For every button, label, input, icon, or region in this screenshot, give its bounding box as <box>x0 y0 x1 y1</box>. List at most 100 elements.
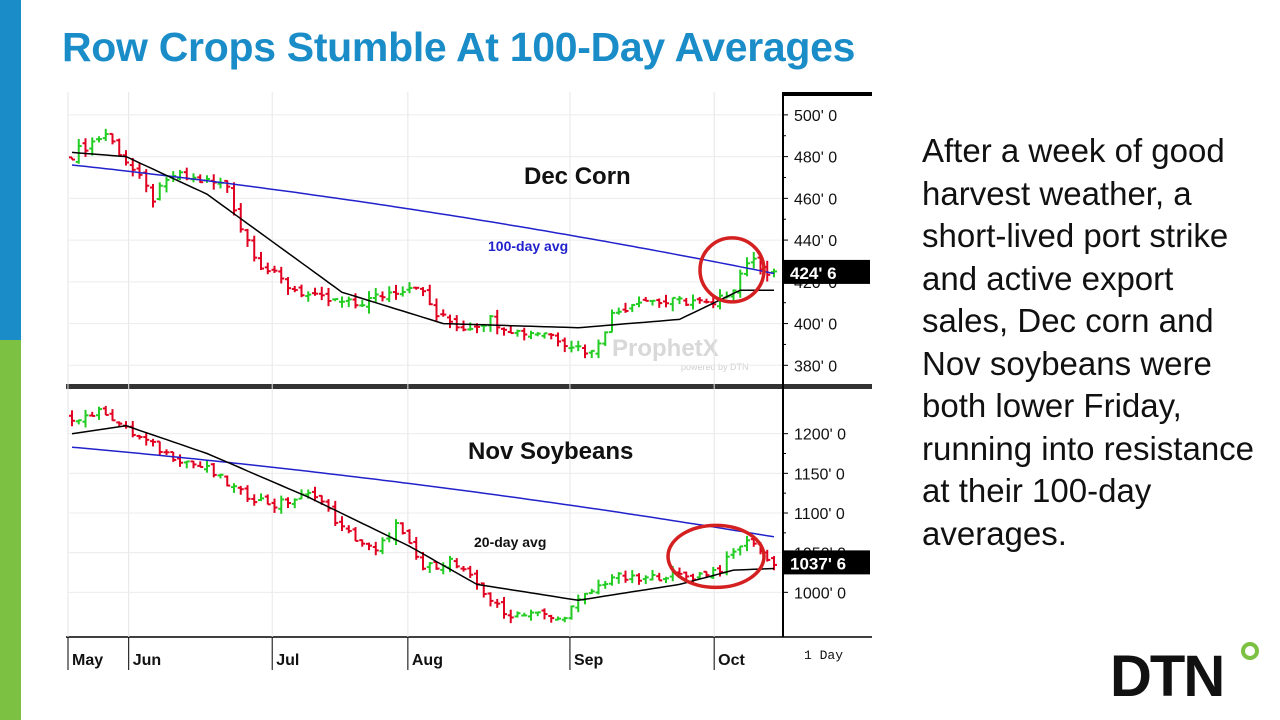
chart-background <box>66 92 872 672</box>
price-bar <box>494 598 501 608</box>
dtn-logo-mark <box>1241 642 1259 660</box>
price-bar <box>548 614 555 623</box>
price-bar <box>615 307 622 315</box>
last-price-flag: 1037' 6 <box>784 550 870 575</box>
price-bar <box>393 284 399 300</box>
price-bar <box>568 340 575 353</box>
price-bar <box>197 174 204 184</box>
price-bar <box>129 157 136 177</box>
price-bar <box>717 565 723 577</box>
price-bar <box>683 571 690 580</box>
price-bar <box>602 580 609 589</box>
price-bar <box>710 296 717 309</box>
price-bar <box>69 156 75 161</box>
price-bar <box>555 332 561 347</box>
price-bar <box>177 169 183 181</box>
price-bar <box>116 421 123 427</box>
price-bar <box>190 460 197 469</box>
price-bar <box>366 291 372 314</box>
price-bar <box>163 176 170 193</box>
price-bar <box>744 257 750 277</box>
ma20-label: 20-day avg <box>474 534 546 550</box>
price-bar <box>224 475 231 487</box>
price-bar <box>82 409 89 428</box>
y-tick-label: 1150' 0 <box>794 466 845 483</box>
price-bar <box>609 309 615 334</box>
panel-separator <box>66 384 872 389</box>
price-bar <box>217 473 224 479</box>
price-bar <box>541 332 548 339</box>
price-bar <box>399 286 406 297</box>
price-bar <box>183 460 190 469</box>
price-bar <box>636 573 642 585</box>
price-bar <box>345 296 352 308</box>
price-bar <box>251 494 258 506</box>
price-bar <box>622 570 629 583</box>
y-tick-label: 480' 0 <box>794 150 837 167</box>
price-bar <box>501 596 507 619</box>
price-bar <box>278 266 285 284</box>
price-bar <box>89 411 96 417</box>
price-bar <box>366 542 372 551</box>
price-bar <box>237 485 244 495</box>
price-axis-line <box>782 92 784 637</box>
price-bar <box>258 251 264 271</box>
accent-bar-blue <box>0 0 21 340</box>
price-bar <box>89 137 96 156</box>
price-bar <box>150 183 156 208</box>
price-bar <box>737 545 744 556</box>
price-bar <box>541 608 548 620</box>
price-bar <box>156 182 163 201</box>
watermark-subtext: powered by DTN <box>681 362 749 372</box>
price-bar <box>406 529 413 545</box>
highlight-circle <box>698 236 766 304</box>
price-bar <box>683 297 690 307</box>
price-bar <box>136 163 143 179</box>
ohlc-bars-0 <box>69 128 777 359</box>
price-bar <box>96 406 102 420</box>
price-bar <box>663 294 669 308</box>
price-bar <box>318 286 325 301</box>
price-bar <box>744 535 750 552</box>
price-bar <box>244 228 251 247</box>
price-bar <box>339 516 345 532</box>
y-tick-label: 460' 0 <box>794 191 837 208</box>
price-bar <box>595 579 602 595</box>
price-bar <box>453 315 460 332</box>
price-bar <box>426 284 433 306</box>
slide-title: Row Crops Stumble At 100-Day Averages <box>62 24 856 70</box>
price-bar <box>75 419 82 425</box>
price-bar <box>109 132 116 145</box>
price-bar <box>663 576 669 584</box>
price-bar <box>278 495 285 514</box>
price-bar <box>453 558 460 569</box>
price-bar <box>224 179 231 193</box>
price-bar <box>602 331 609 347</box>
price-bar <box>629 570 636 584</box>
price-bar <box>177 454 183 467</box>
price-bar <box>379 537 386 555</box>
watermark-text: ProphetX <box>612 335 719 362</box>
price-bar <box>102 128 109 142</box>
price-bar <box>534 332 541 337</box>
price-bar <box>359 299 366 308</box>
price-bar <box>750 538 757 547</box>
price-bar <box>258 493 264 502</box>
y-tick-label: 380' 0 <box>794 358 837 375</box>
price-bar <box>642 296 649 302</box>
price-bar <box>433 298 440 321</box>
price-bar <box>507 325 514 335</box>
price-bar <box>750 252 757 269</box>
price-chart: ProphetX powered by DTN May Jun Jul Aug Sep Oct… <box>66 92 872 672</box>
y-tick-label: 400' 0 <box>794 317 837 334</box>
scale-top-bar <box>784 92 872 96</box>
price-bar <box>582 344 588 359</box>
ma100-line <box>71 164 775 275</box>
price-bar <box>460 320 467 332</box>
price-bar <box>339 296 345 308</box>
last-price-box <box>784 550 870 575</box>
price-bar <box>251 235 258 262</box>
price-bar <box>528 609 534 621</box>
price-bar <box>730 289 737 301</box>
price-bar <box>210 462 217 478</box>
